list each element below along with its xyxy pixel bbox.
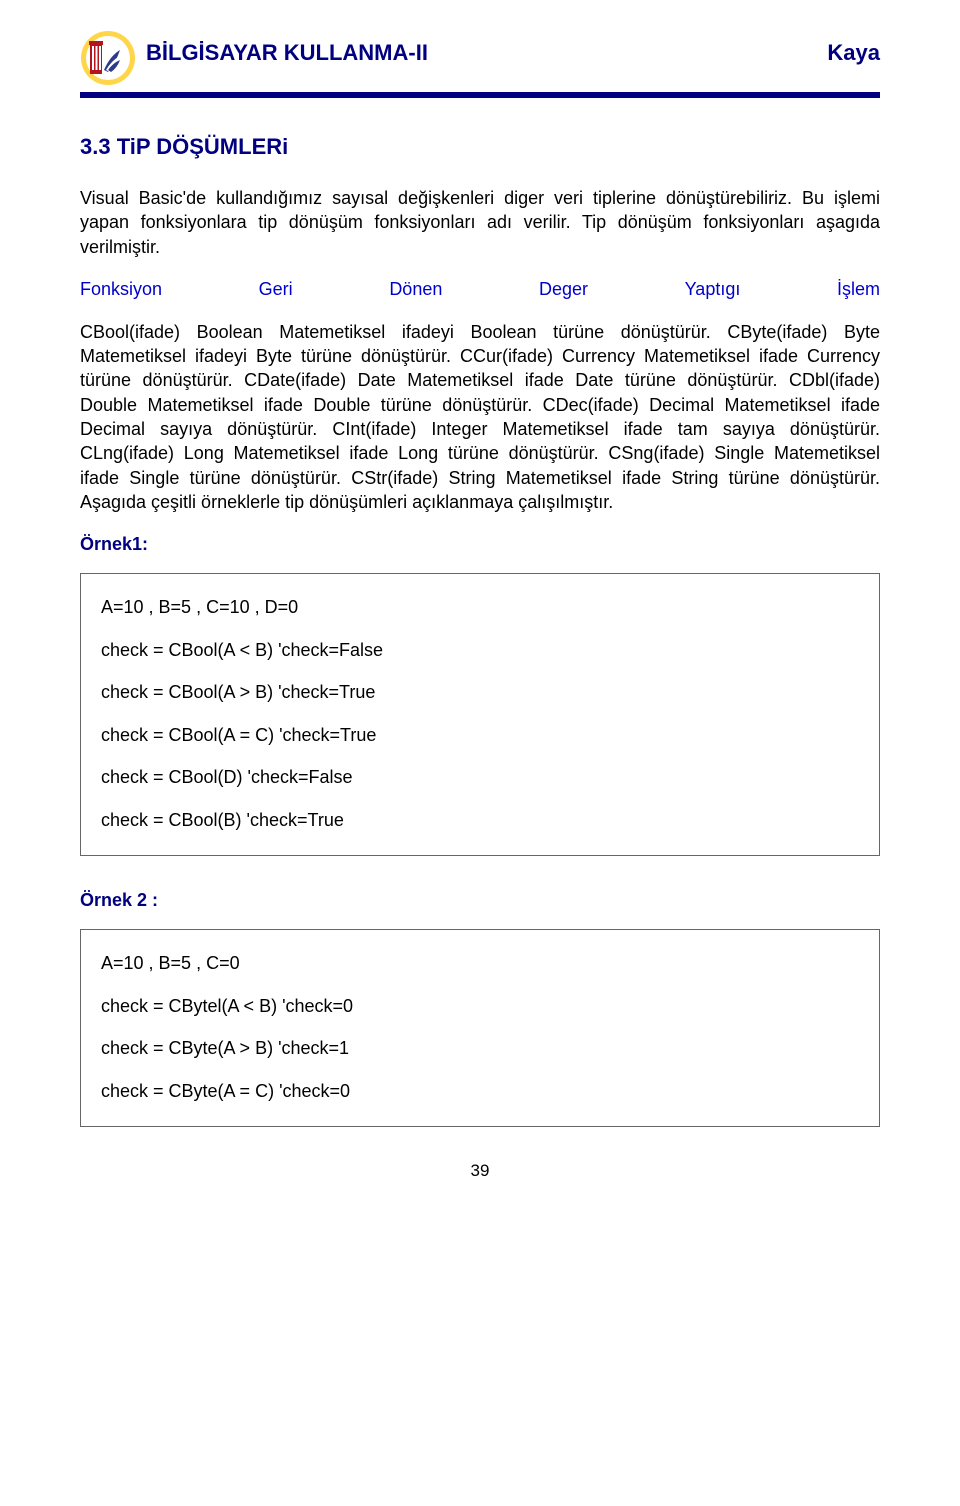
page-number: 39 bbox=[80, 1161, 880, 1181]
function-table-header: Fonksiyon Geri Dönen Deger Yaptıgı İşlem bbox=[80, 279, 880, 300]
example2-label: Örnek 2 : bbox=[80, 890, 880, 911]
fn-header-col: Geri bbox=[259, 279, 293, 300]
header-title: BİLGİSAYAR KULLANMA-II bbox=[146, 40, 428, 66]
code-line: check = CBytel(A < B) 'check=0 bbox=[101, 995, 859, 1018]
page: BİLGİSAYAR KULLANMA-II Kaya 3.3 TiP DÖŞÜ… bbox=[0, 0, 960, 1221]
example1-label: Örnek1: bbox=[80, 534, 880, 555]
example2-code: A=10 , B=5 , C=0 check = CBytel(A < B) '… bbox=[80, 929, 880, 1127]
code-line: check = CBool(A > B) 'check=True bbox=[101, 681, 859, 704]
code-line: A=10 , B=5 , C=0 bbox=[101, 952, 859, 975]
fn-header-col: İşlem bbox=[837, 279, 880, 300]
function-descriptions: CBool(ifade) Boolean Matemetiksel ifadey… bbox=[80, 320, 880, 514]
fn-header-col: Deger bbox=[539, 279, 588, 300]
code-line: check = CBool(B) 'check=True bbox=[101, 809, 859, 832]
code-line: check = CBool(A = C) 'check=True bbox=[101, 724, 859, 747]
fn-header-col: Dönen bbox=[389, 279, 442, 300]
section-title: 3.3 TiP DÖŞÜMLERi bbox=[80, 134, 880, 160]
header-rule bbox=[80, 92, 880, 98]
header-left: BİLGİSAYAR KULLANMA-II bbox=[80, 30, 428, 86]
fn-header-col: Yaptıgı bbox=[685, 279, 741, 300]
code-line: check = CByte(A > B) 'check=1 bbox=[101, 1037, 859, 1060]
fn-header-col: Fonksiyon bbox=[80, 279, 162, 300]
section-intro: Visual Basic'de kullandığımız sayısal de… bbox=[80, 186, 880, 259]
example1-code: A=10 , B=5 , C=10 , D=0 check = CBool(A … bbox=[80, 573, 880, 856]
code-line: check = CBool(D) 'check=False bbox=[101, 766, 859, 789]
page-header: BİLGİSAYAR KULLANMA-II Kaya bbox=[80, 30, 880, 86]
code-line: check = CBool(A < B) 'check=False bbox=[101, 639, 859, 662]
header-author: Kaya bbox=[827, 40, 880, 66]
university-logo bbox=[80, 30, 136, 86]
code-line: A=10 , B=5 , C=10 , D=0 bbox=[101, 596, 859, 619]
code-line: check = CByte(A = C) 'check=0 bbox=[101, 1080, 859, 1103]
